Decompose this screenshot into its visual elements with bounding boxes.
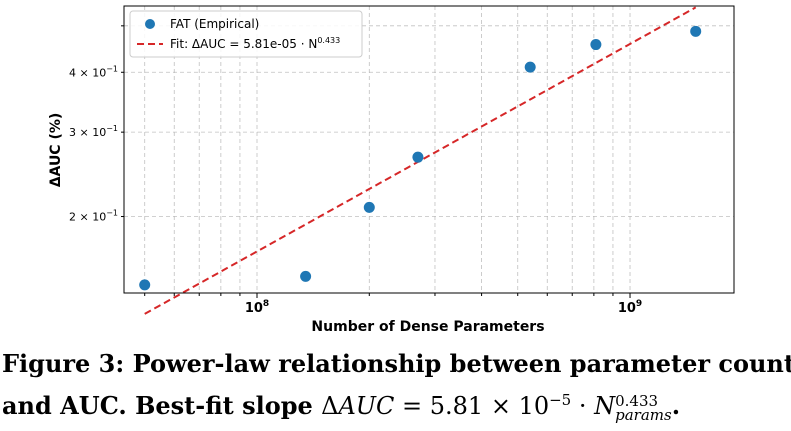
y-tick-label-mantissa: 2 × 10 xyxy=(69,211,106,224)
chart-figure: 108 109 2 × 10−13 × 10−14 × 10−1 Number o… xyxy=(48,5,735,335)
y-tick-labels: 2 × 10−13 × 10−14 × 10−1 xyxy=(69,64,118,223)
y-tick-label-mantissa: 3 × 10 xyxy=(69,126,106,139)
scatter-point xyxy=(690,25,702,37)
y-axis-label: ΔAUC (%) xyxy=(48,113,64,188)
caption-n-sup: 0.433 xyxy=(615,392,659,410)
scatter-point xyxy=(139,279,151,291)
y-tick-label: 4 × 10−1 xyxy=(69,64,118,79)
caption-line-2: and AUC. Best-fit slope ΔAUC = 5.81 × 10… xyxy=(2,382,788,424)
y-tick-label: 2 × 10−1 xyxy=(69,209,118,224)
y-tick-label: 3 × 10−1 xyxy=(69,124,118,139)
legend-fit-exponent: 0.433 xyxy=(317,36,340,45)
axis-ticks xyxy=(121,25,631,298)
x-tick-labels: 108 109 xyxy=(245,299,642,316)
caption-line-1: Figure 3: Power-law relationship between… xyxy=(2,349,791,378)
legend-fit-prefix: Fit: ΔAUC = 5.81e-05 · N xyxy=(170,37,317,51)
legend-marker-empirical xyxy=(145,19,155,29)
caption-end: . xyxy=(671,391,681,420)
caption-n-scripts: 0.433 params xyxy=(615,392,672,424)
scatter-points-group xyxy=(139,25,702,291)
caption-exp: −5 xyxy=(549,391,572,409)
legend-box xyxy=(129,10,363,58)
x-tick-label: 108 xyxy=(245,299,269,316)
caption-line-2-text: and AUC. Best-fit slope xyxy=(2,391,322,420)
legend-label-fit: Fit: ΔAUC = 5.81e-05 · N0.433 xyxy=(170,36,340,51)
fit-line-group xyxy=(144,6,697,315)
x-tick-label: 109 xyxy=(618,299,642,316)
scatter-point xyxy=(590,39,602,51)
y-tick-label-exp: −1 xyxy=(106,64,118,73)
scatter-point xyxy=(524,61,536,73)
scatter-point xyxy=(363,201,375,213)
figure-caption: Figure 3: Power-law relationship between… xyxy=(2,346,791,424)
caption-auc: AUC xyxy=(338,392,395,420)
caption-n-sub: params xyxy=(615,406,672,424)
y-tick-label-mantissa: 4 × 10 xyxy=(69,66,106,79)
caption-delta: Δ xyxy=(321,392,339,420)
plot-frame xyxy=(123,5,735,294)
x-tick-label-base: 10 xyxy=(618,301,636,316)
grid-lines xyxy=(124,6,734,293)
fit-line xyxy=(144,6,697,315)
caption-dot: · xyxy=(571,392,595,420)
caption-equals: = 5.81 × 10 xyxy=(394,392,550,420)
legend-label-empirical: FAT (Empirical) xyxy=(170,17,259,31)
x-axis-label: Number of Dense Parameters xyxy=(311,319,544,335)
x-tick-label-exp: 8 xyxy=(263,299,269,309)
y-tick-label-exp: −1 xyxy=(106,124,118,133)
scatter-point xyxy=(300,270,312,282)
caption-n: N xyxy=(594,392,616,420)
scatter-point xyxy=(412,151,424,163)
y-tick-label-exp: −1 xyxy=(106,209,118,218)
x-tick-label-base: 10 xyxy=(245,301,263,316)
x-tick-label-exp: 9 xyxy=(636,299,642,309)
legend: FAT (Empirical) Fit: ΔAUC = 5.81e-05 · N… xyxy=(129,10,363,58)
